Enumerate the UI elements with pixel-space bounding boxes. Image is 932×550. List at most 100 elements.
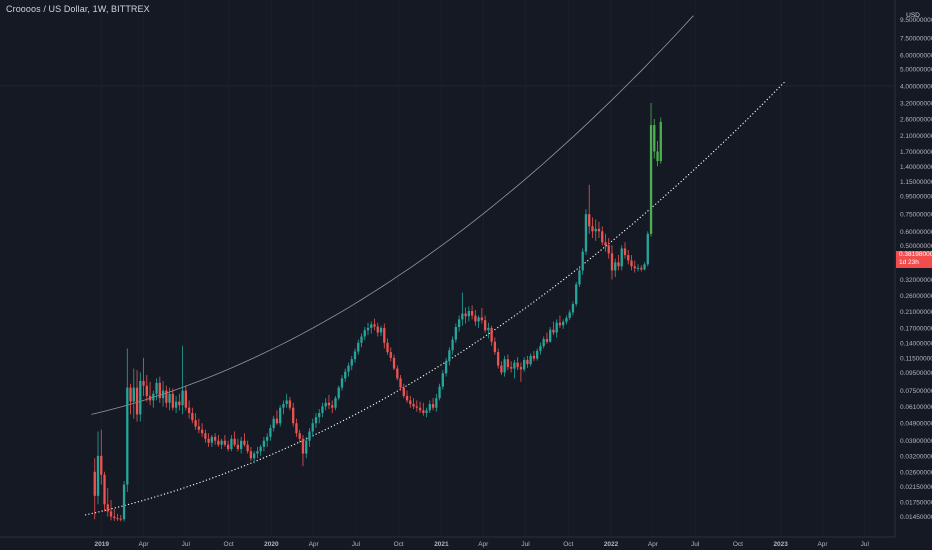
candle-body (607, 245, 610, 254)
candle-body (165, 390, 168, 403)
candle-body (529, 355, 532, 365)
time-tick-label: Jul (861, 541, 870, 548)
candle-body (269, 428, 272, 437)
candle (610, 245, 614, 280)
candle-body (152, 393, 155, 401)
candle-body (357, 342, 360, 352)
candle (464, 307, 467, 324)
support-trendline (84, 81, 785, 516)
candle-body (295, 423, 298, 434)
candle (298, 429, 301, 443)
price-tick-label: 0.01750000 (900, 500, 932, 507)
candle (555, 319, 558, 338)
candle (656, 140, 659, 167)
price-tick-label: 0.26000000 (900, 293, 932, 300)
candle (409, 395, 412, 408)
candle-body (575, 284, 578, 305)
candle-body (405, 395, 409, 401)
candle-body (646, 233, 649, 265)
candle-body (496, 352, 500, 366)
candle-body (366, 327, 370, 331)
candle (181, 345, 184, 415)
candle (536, 348, 539, 361)
candle-body (279, 407, 282, 424)
candle (581, 248, 584, 275)
candle (129, 383, 132, 415)
bar-countdown: 1d 23h (899, 259, 919, 266)
candle-body (474, 315, 477, 322)
candle (331, 400, 334, 413)
time-axis[interactable]: 2019 Apr Jul Oct 2020 Apr Jul Oct 2021 Apr Jul Oct 2… (0, 536, 895, 548)
time-tick-label: Apr (817, 541, 828, 548)
candle-body (155, 382, 158, 394)
candle (480, 308, 484, 324)
candle (425, 407, 428, 418)
candle (142, 357, 145, 396)
candle-body (379, 327, 383, 333)
candle-body (129, 387, 132, 402)
price-tick-label: 2.10000000 (900, 133, 932, 140)
candle (503, 355, 506, 377)
candle-body (620, 248, 623, 267)
price-tick-label: 3.20000000 (900, 101, 932, 108)
candle-body (243, 440, 246, 445)
candle-body (614, 262, 617, 271)
candle (292, 402, 295, 427)
candle (327, 394, 331, 410)
candle (490, 325, 493, 346)
time-tick-label: Jul (521, 541, 530, 548)
candle (256, 446, 259, 459)
candle (116, 513, 119, 521)
candle (220, 438, 223, 450)
candle-body (311, 423, 314, 432)
candle (178, 393, 181, 411)
candle-body (532, 355, 536, 359)
time-tick-label: Apr (648, 541, 659, 548)
candle (122, 481, 126, 522)
candle (500, 361, 503, 375)
candle-body (451, 339, 454, 351)
candle (174, 395, 178, 413)
candle-body (623, 248, 627, 256)
candle (357, 339, 360, 355)
candle-body (493, 341, 497, 353)
price-axis[interactable]: 9.50000000 7.50000000 6.00000000 5.00000000… (894, 0, 932, 537)
candle (204, 429, 207, 443)
candle (353, 348, 357, 363)
candle-body (168, 393, 171, 403)
candle (584, 209, 588, 256)
candle (93, 458, 96, 520)
candle-body (204, 433, 207, 439)
candle-body (116, 518, 119, 520)
price-tick-label: 0.21000000 (900, 309, 932, 316)
candle-body (386, 342, 389, 353)
candle-body (438, 386, 441, 399)
candle-body (555, 322, 558, 333)
candle-body (490, 327, 493, 342)
candle (428, 400, 431, 413)
candle-body (126, 387, 129, 485)
candle (253, 451, 256, 464)
candle-body (630, 260, 633, 267)
time-tick-label: Oct (224, 541, 234, 548)
candle-body (523, 359, 526, 370)
price-tick-label: 2.60000000 (900, 116, 932, 123)
candle-body (480, 317, 484, 321)
candle-body (262, 440, 266, 447)
price-tick-label: 0.06100000 (900, 404, 932, 411)
last-price-badge: 0.38198000 1d 23h (896, 251, 932, 268)
candle (213, 433, 217, 445)
candle-body (363, 330, 366, 337)
candle-body (431, 403, 435, 408)
candle-body (135, 387, 139, 415)
candle (646, 231, 649, 267)
candle-body (210, 436, 214, 443)
candle (324, 398, 327, 411)
candle (451, 336, 454, 355)
candle-body (292, 407, 295, 424)
candle-body (171, 393, 174, 408)
candle (269, 424, 272, 441)
candle (653, 118, 656, 159)
